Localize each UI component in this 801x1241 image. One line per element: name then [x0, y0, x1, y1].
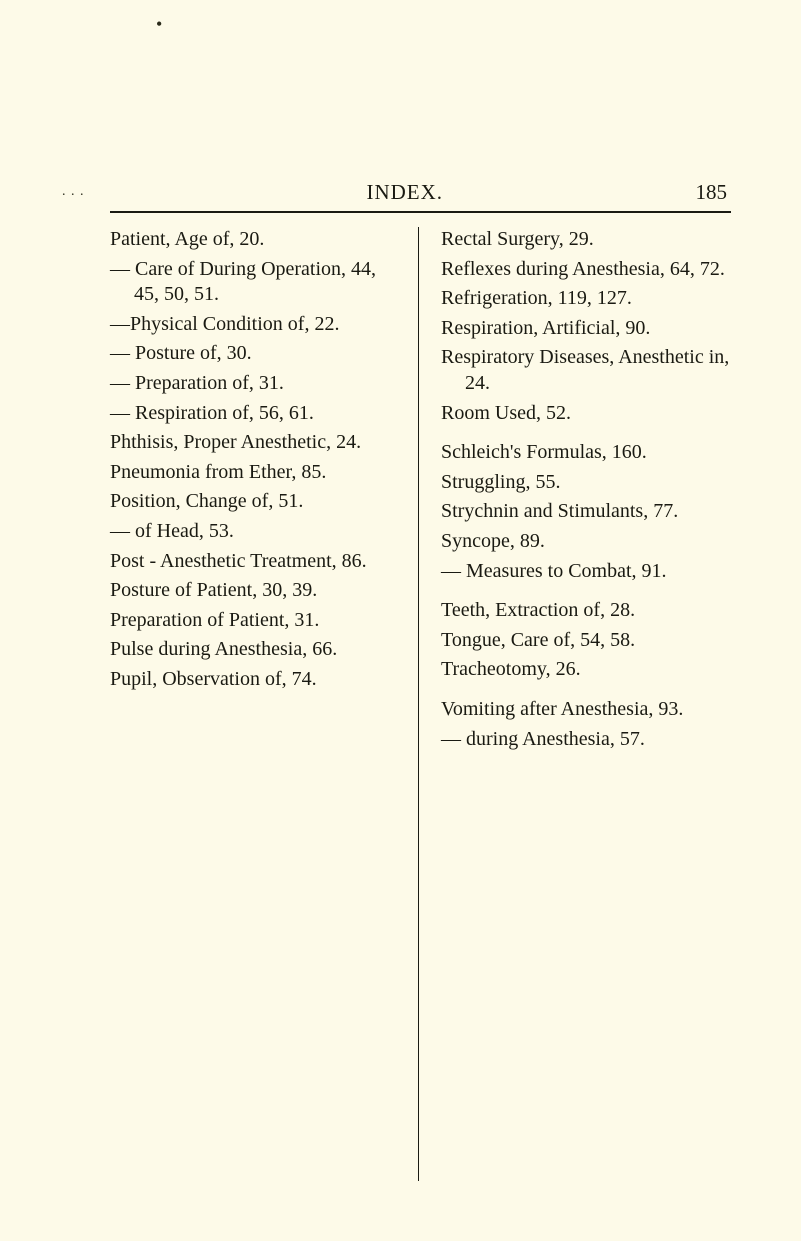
index-entry: Pulse during Anesthesia, 66. — [110, 637, 400, 663]
index-entry: Schleich's Formulas, 160. — [441, 440, 731, 466]
index-entry: — during Anesthesia, 57. — [441, 727, 731, 753]
index-entry: Reflexes during Anesthesia, 64, 72. — [441, 257, 731, 283]
index-entry: — Measures to Combat, 91. — [441, 559, 731, 585]
index-entry: Position, Change of, 51. — [110, 489, 400, 515]
index-entry: Syncope, 89. — [441, 529, 731, 555]
index-entry: Post - Anesthetic Treatment, 86. — [110, 549, 400, 575]
index-entry: Struggling, 55. — [441, 470, 731, 496]
index-entry: — Respiration of, 56, 61. — [110, 401, 400, 427]
left-column: Patient, Age of, 20. — Care of During Op… — [110, 227, 419, 1181]
index-entry: Teeth, Extraction of, 28. — [441, 598, 731, 624]
index-entry: Refrigeration, 119, 127. — [441, 286, 731, 312]
index-entry: — of Head, 53. — [110, 519, 400, 545]
top-mark: • — [156, 14, 162, 35]
header-row: INDEX. 185 — [110, 180, 731, 209]
index-entry: Respiratory Diseases, Anesthetic in, 24. — [441, 345, 731, 396]
index-entry: Vomiting after Anesthesia, 93. — [441, 697, 731, 723]
margin-dots: . . . — [62, 184, 85, 200]
index-columns: Patient, Age of, 20. — Care of During Op… — [110, 227, 731, 1181]
index-entry: Pneumonia from Ether, 85. — [110, 460, 400, 486]
header-rule — [110, 211, 731, 213]
group-gap — [441, 588, 731, 596]
index-entry: Respiration, Artificial, 90. — [441, 316, 731, 342]
right-column: Rectal Surgery, 29. Reflexes during Anes… — [419, 227, 731, 1181]
index-entry: — Posture of, 30. — [110, 341, 400, 367]
index-entry: — Care of During Operation, 44, 45, 50, … — [110, 257, 400, 308]
index-entry: Preparation of Patient, 31. — [110, 608, 400, 634]
page-number: 185 — [695, 180, 727, 205]
header-title: INDEX. — [366, 180, 443, 205]
index-entry: Phthisis, Proper Anesthetic, 24. — [110, 430, 400, 456]
index-entry: —Physical Condition of, 22. — [110, 312, 400, 338]
index-entry: Room Used, 52. — [441, 401, 731, 427]
index-entry: Posture of Patient, 30, 39. — [110, 578, 400, 604]
index-entry: Tracheotomy, 26. — [441, 657, 731, 683]
group-gap — [441, 430, 731, 438]
index-entry: Strychnin and Stimulants, 77. — [441, 499, 731, 525]
index-entry: — Preparation of, 31. — [110, 371, 400, 397]
index-entry: Rectal Surgery, 29. — [441, 227, 731, 253]
index-entry: Patient, Age of, 20. — [110, 227, 400, 253]
group-gap — [441, 687, 731, 695]
index-entry: Pupil, Observation of, 74. — [110, 667, 400, 693]
index-entry: Tongue, Care of, 54, 58. — [441, 628, 731, 654]
page: INDEX. 185 Patient, Age of, 20. — Care o… — [0, 0, 801, 1241]
